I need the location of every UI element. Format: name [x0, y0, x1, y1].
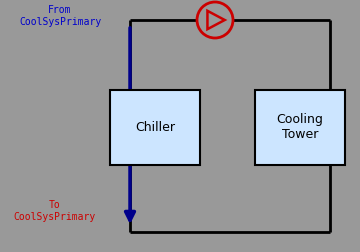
Text: Cooling
Tower: Cooling Tower	[276, 113, 323, 142]
Bar	[110, 90, 200, 165]
Polygon shape	[207, 11, 225, 29]
Bar	[255, 90, 345, 165]
Text: From
CoolSysPrimary: From CoolSysPrimary	[19, 5, 101, 27]
Text: To
CoolSysPrimary: To CoolSysPrimary	[14, 200, 96, 222]
Circle shape	[197, 2, 233, 38]
Text: Chiller: Chiller	[135, 121, 175, 134]
